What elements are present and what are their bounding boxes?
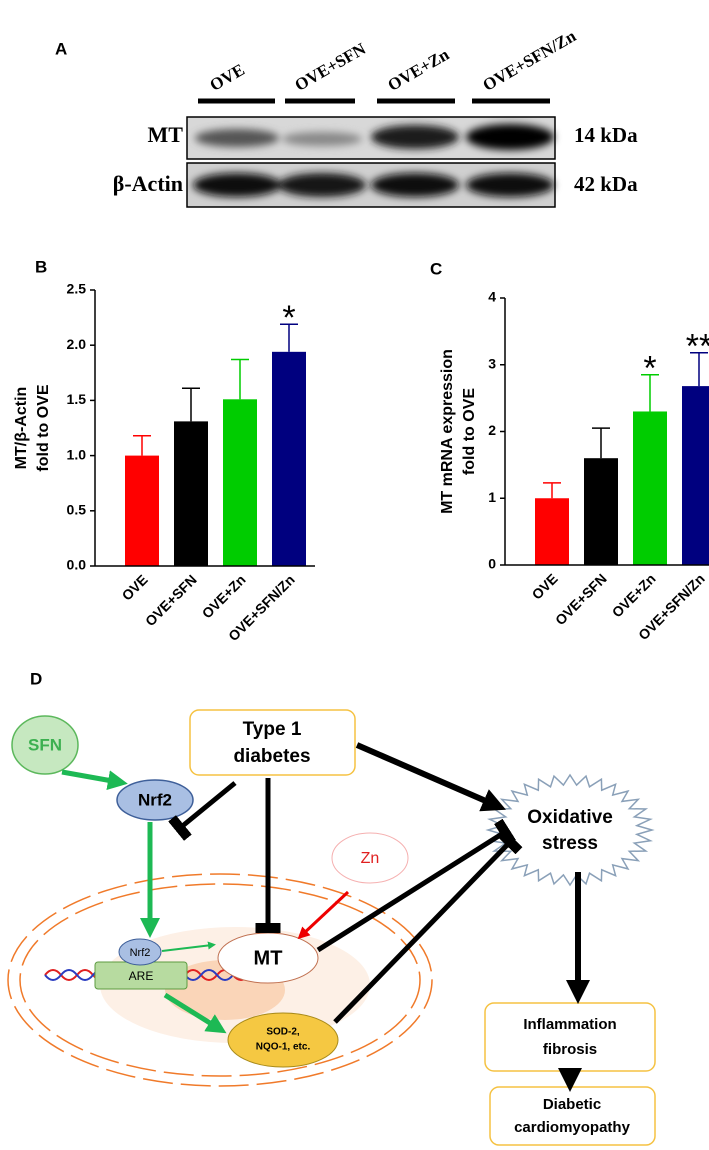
y-tick-label: 3 <box>488 355 496 371</box>
inflammation-label: fibrosis <box>543 1041 597 1058</box>
panel-label: A <box>55 39 67 58</box>
y-axis-label: fold to OVE <box>35 384 52 471</box>
significance: ** <box>686 328 709 366</box>
blot-bands <box>193 124 554 197</box>
row-label: β-Actin <box>113 171 183 196</box>
x-tick-label: OVE <box>529 570 561 602</box>
x-tick-label: OVE+Zn <box>609 570 659 620</box>
nrf2-nuclear-label: Nrf2 <box>130 947 151 959</box>
stress-label: Oxidative <box>527 807 613 828</box>
bar <box>272 351 306 566</box>
antioxidant-label: SOD-2, <box>266 1027 300 1038</box>
stress-burst <box>485 773 655 887</box>
diabetes-box <box>189 709 356 776</box>
sfn-label: SFN <box>28 735 62 754</box>
cell <box>7 873 433 1087</box>
y-tick-label: 0.0 <box>67 557 87 573</box>
zn-label: Zn <box>361 850 380 867</box>
bar <box>223 399 257 566</box>
x-tick-label: OVE <box>119 571 151 603</box>
lane-label: OVE+Zn <box>384 44 452 94</box>
zn-node <box>331 832 409 884</box>
mt-node <box>217 932 319 984</box>
bar <box>125 455 159 566</box>
y-tick-label: 0 <box>488 556 496 572</box>
y-tick-label: 2.5 <box>67 281 87 297</box>
x-tick-label: OVE+SFN <box>142 571 200 629</box>
mt-label: MT <box>254 947 283 969</box>
inflammation-box <box>484 1002 656 1072</box>
arrows <box>61 742 590 1092</box>
significance: * <box>643 350 656 388</box>
nrf2-label: Nrf2 <box>138 790 172 809</box>
bar <box>174 421 208 566</box>
diabetes-label: diabetes <box>233 746 310 767</box>
antioxidant-label: NQO-1, etc. <box>256 1042 311 1053</box>
bar <box>633 411 667 565</box>
band-size: 14 kDa <box>574 123 638 147</box>
y-axis-label: MT mRNA expression <box>439 349 456 514</box>
lane-label: OVE+SFN <box>291 39 369 95</box>
y-tick-label: 1.0 <box>67 446 87 462</box>
bar <box>535 498 569 565</box>
significance: * <box>282 299 295 337</box>
panel-label: D <box>30 669 42 688</box>
y-axis-label: MT/β-Actin <box>13 387 30 470</box>
lane-label: OVE+SFN/Zn <box>479 26 579 95</box>
y-tick-label: 2 <box>488 422 496 438</box>
nrf2-nuclear <box>118 938 162 966</box>
nrf2-node <box>116 779 194 821</box>
y-tick-label: 2.0 <box>67 336 87 352</box>
panel-label: B <box>35 257 47 276</box>
y-tick-label: 1 <box>488 489 496 505</box>
row-label: MT <box>148 122 184 147</box>
band-size: 42 kDa <box>574 172 638 196</box>
inflammation-label: Inflammation <box>523 1016 616 1033</box>
diabetes-label: Type 1 <box>243 719 302 740</box>
y-tick-label: 0.5 <box>67 502 87 518</box>
lane-label: OVE <box>206 60 247 95</box>
y-tick-label: 1.5 <box>67 391 87 407</box>
y-tick-label: 4 <box>488 289 496 305</box>
stress-label: stress <box>542 833 598 854</box>
x-tick-label: OVE+SFN <box>552 570 610 628</box>
sfn-node <box>11 715 79 775</box>
cardiomyopathy-label: cardiomyopathy <box>514 1119 631 1136</box>
are-label: ARE <box>129 969 154 983</box>
x-tick-label: OVE+Zn <box>199 571 249 621</box>
panel-label: C <box>430 259 442 278</box>
cardiomyopathy-label: Diabetic <box>543 1096 601 1113</box>
bar <box>682 386 709 565</box>
antioxidant-node <box>227 1012 339 1068</box>
bar <box>584 458 618 565</box>
y-axis-label: fold to OVE <box>461 388 478 475</box>
